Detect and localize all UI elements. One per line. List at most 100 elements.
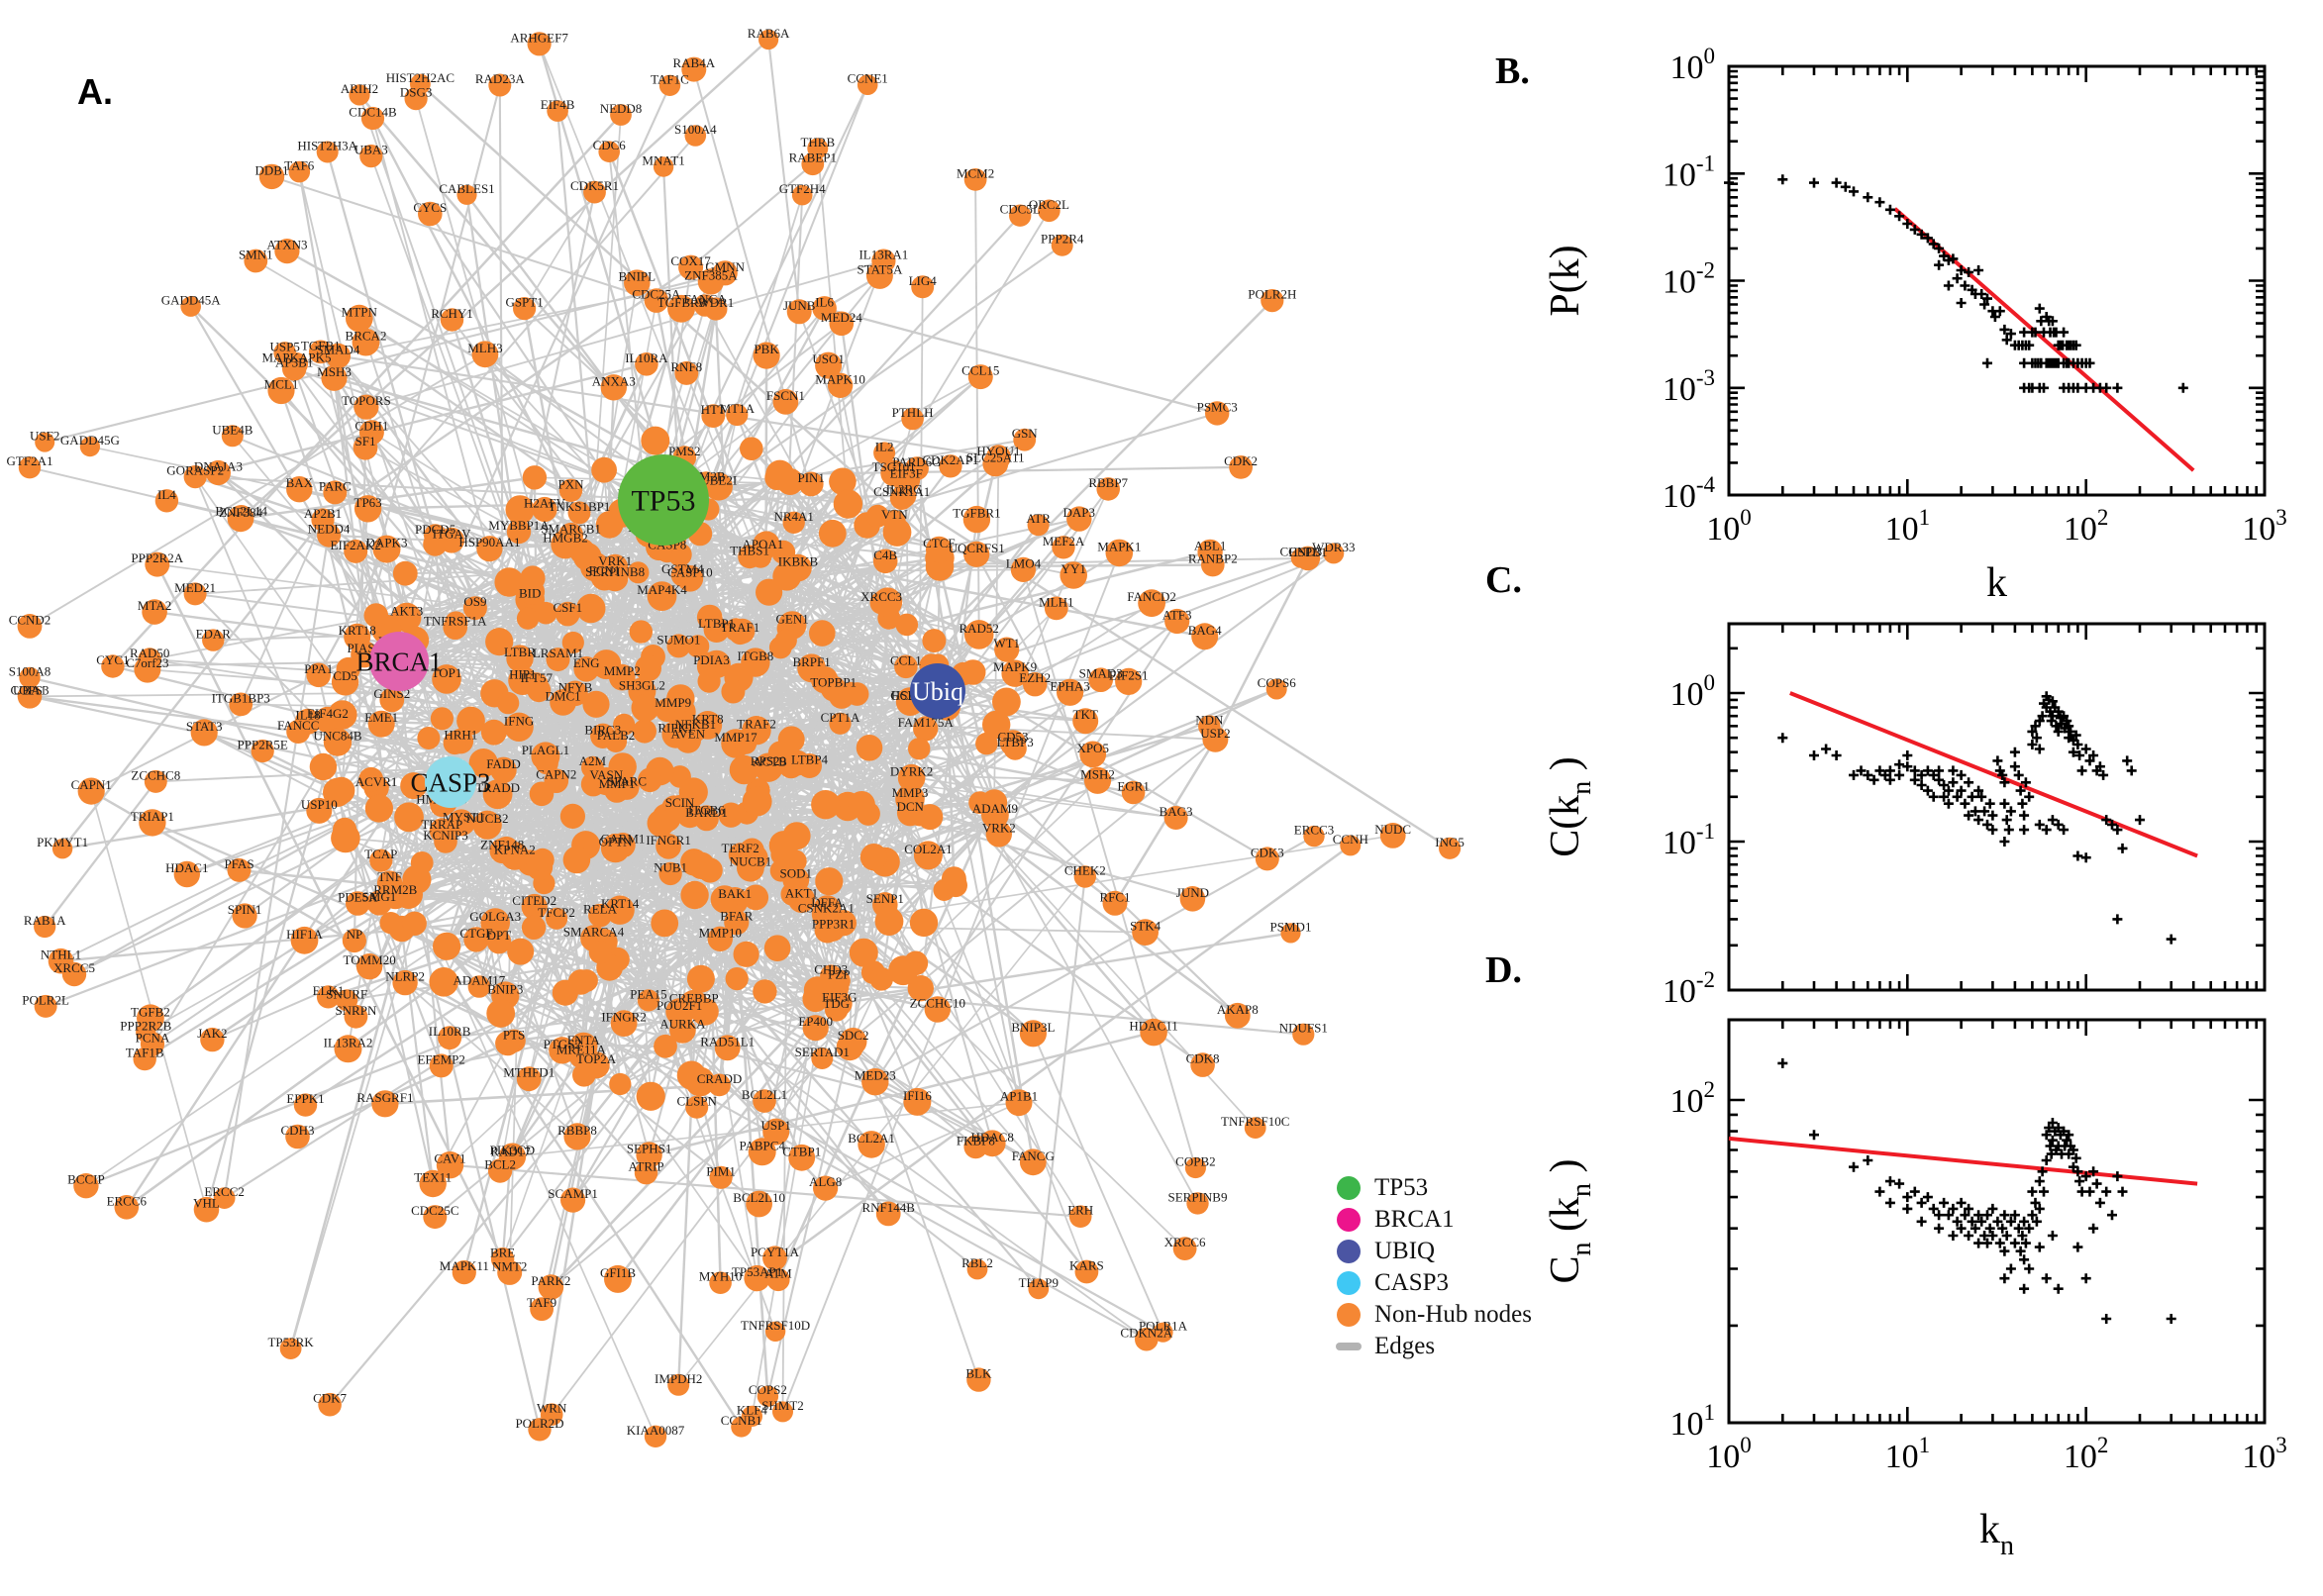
network-edge [689,162,814,268]
network-node [520,565,546,591]
network-node [561,631,584,654]
network-node [521,893,548,921]
network-node [647,581,677,611]
network-node [556,601,580,627]
network-node [869,967,893,991]
network-node [507,938,535,965]
network-node [444,611,468,635]
network-edge [546,612,939,692]
y-axis-title: Cn (kn ) [1543,1158,1597,1283]
network-node [546,648,570,672]
network-node [610,1010,638,1037]
network-node [394,802,424,833]
network-node [982,710,1011,740]
network-edge [224,683,1036,1199]
axis-tick-label: 101 [1885,505,1931,548]
network-node [999,730,1027,756]
network-edge [700,977,1304,1036]
network-node [456,706,485,736]
plot-frame [1727,622,2267,992]
network-node [364,794,393,823]
network-node [608,752,637,781]
axis-tick-label: 103 [2242,505,2287,548]
network-node [897,763,926,792]
network-node [724,910,750,936]
network-edge [366,135,697,510]
network-edge [289,743,456,1349]
network-edge [767,39,801,312]
network-node [680,880,709,910]
network-node [482,779,513,810]
network-edge [937,690,1020,1103]
panel-B: 100 101 102 103 k 100 10-1 10-2 10-3 10-4 P(k) [1543,44,2287,606]
network-node [531,848,555,872]
network-edge [347,84,501,670]
network-edge [240,39,769,520]
axis-tick-label: 102 [1670,1077,1716,1120]
network-node [546,907,568,930]
network-edge [73,701,564,976]
network-node [576,593,606,624]
legend-label: Edges [1374,1333,1436,1359]
network-edge [85,738,1216,1187]
edge-swatch-icon [1336,1343,1362,1350]
network-node [730,618,756,645]
network-edge [404,981,652,1098]
network-edge [1214,557,1309,741]
network-node [588,941,612,964]
network-node [907,975,934,1002]
network-node [908,738,931,760]
network-edge [692,68,994,1145]
network-edge [347,835,1393,1002]
network-edge [44,271,726,444]
x-axis-title: kn [1979,1507,2014,1561]
network-node [909,908,939,938]
network-node [529,781,555,807]
network-node [527,678,552,703]
panel-d-label: D. [1485,949,1522,991]
network-node [591,649,622,680]
network-edge [450,363,648,783]
network-edge [523,308,625,846]
network-node [631,693,659,723]
network-node [763,935,791,961]
network-node [686,964,715,993]
network-node [735,732,758,754]
network-node [472,810,502,840]
network-edge [715,628,1239,1017]
legend-item: BRCA1 [1337,1204,1532,1236]
network-node [613,713,636,737]
network-node [756,578,783,606]
legend-label: BRCA1 [1374,1206,1455,1233]
network-node [467,975,491,998]
network-edge [89,446,979,636]
network-node [567,969,594,995]
network-edge [298,171,377,616]
network-node [434,830,457,853]
network-edge [734,687,1277,903]
network-node [666,634,691,658]
legend-label: Non-Hub nodes [1374,1301,1533,1328]
network-node [430,707,454,731]
network-edge [194,476,758,1279]
network-node [818,519,847,548]
network-node [462,596,487,621]
network-edge [705,819,722,1283]
network-node [676,801,704,829]
network-node [811,1047,834,1069]
network-node [392,560,418,586]
network-node [549,1037,576,1064]
network-nodes [17,29,1462,1448]
network-node [780,882,804,906]
network-node [678,777,708,807]
network-edge [155,563,504,1260]
network-edge [718,1083,1164,1334]
network-edge [484,352,939,692]
network-node [814,917,841,944]
legend-item: Non-Hub nodes [1337,1299,1532,1331]
axis-tick-label: 100 [1670,44,1716,86]
y-axis-title: P(k) [1543,245,1588,316]
network-node [627,561,650,584]
network-node [941,866,966,892]
network-node [917,804,944,831]
